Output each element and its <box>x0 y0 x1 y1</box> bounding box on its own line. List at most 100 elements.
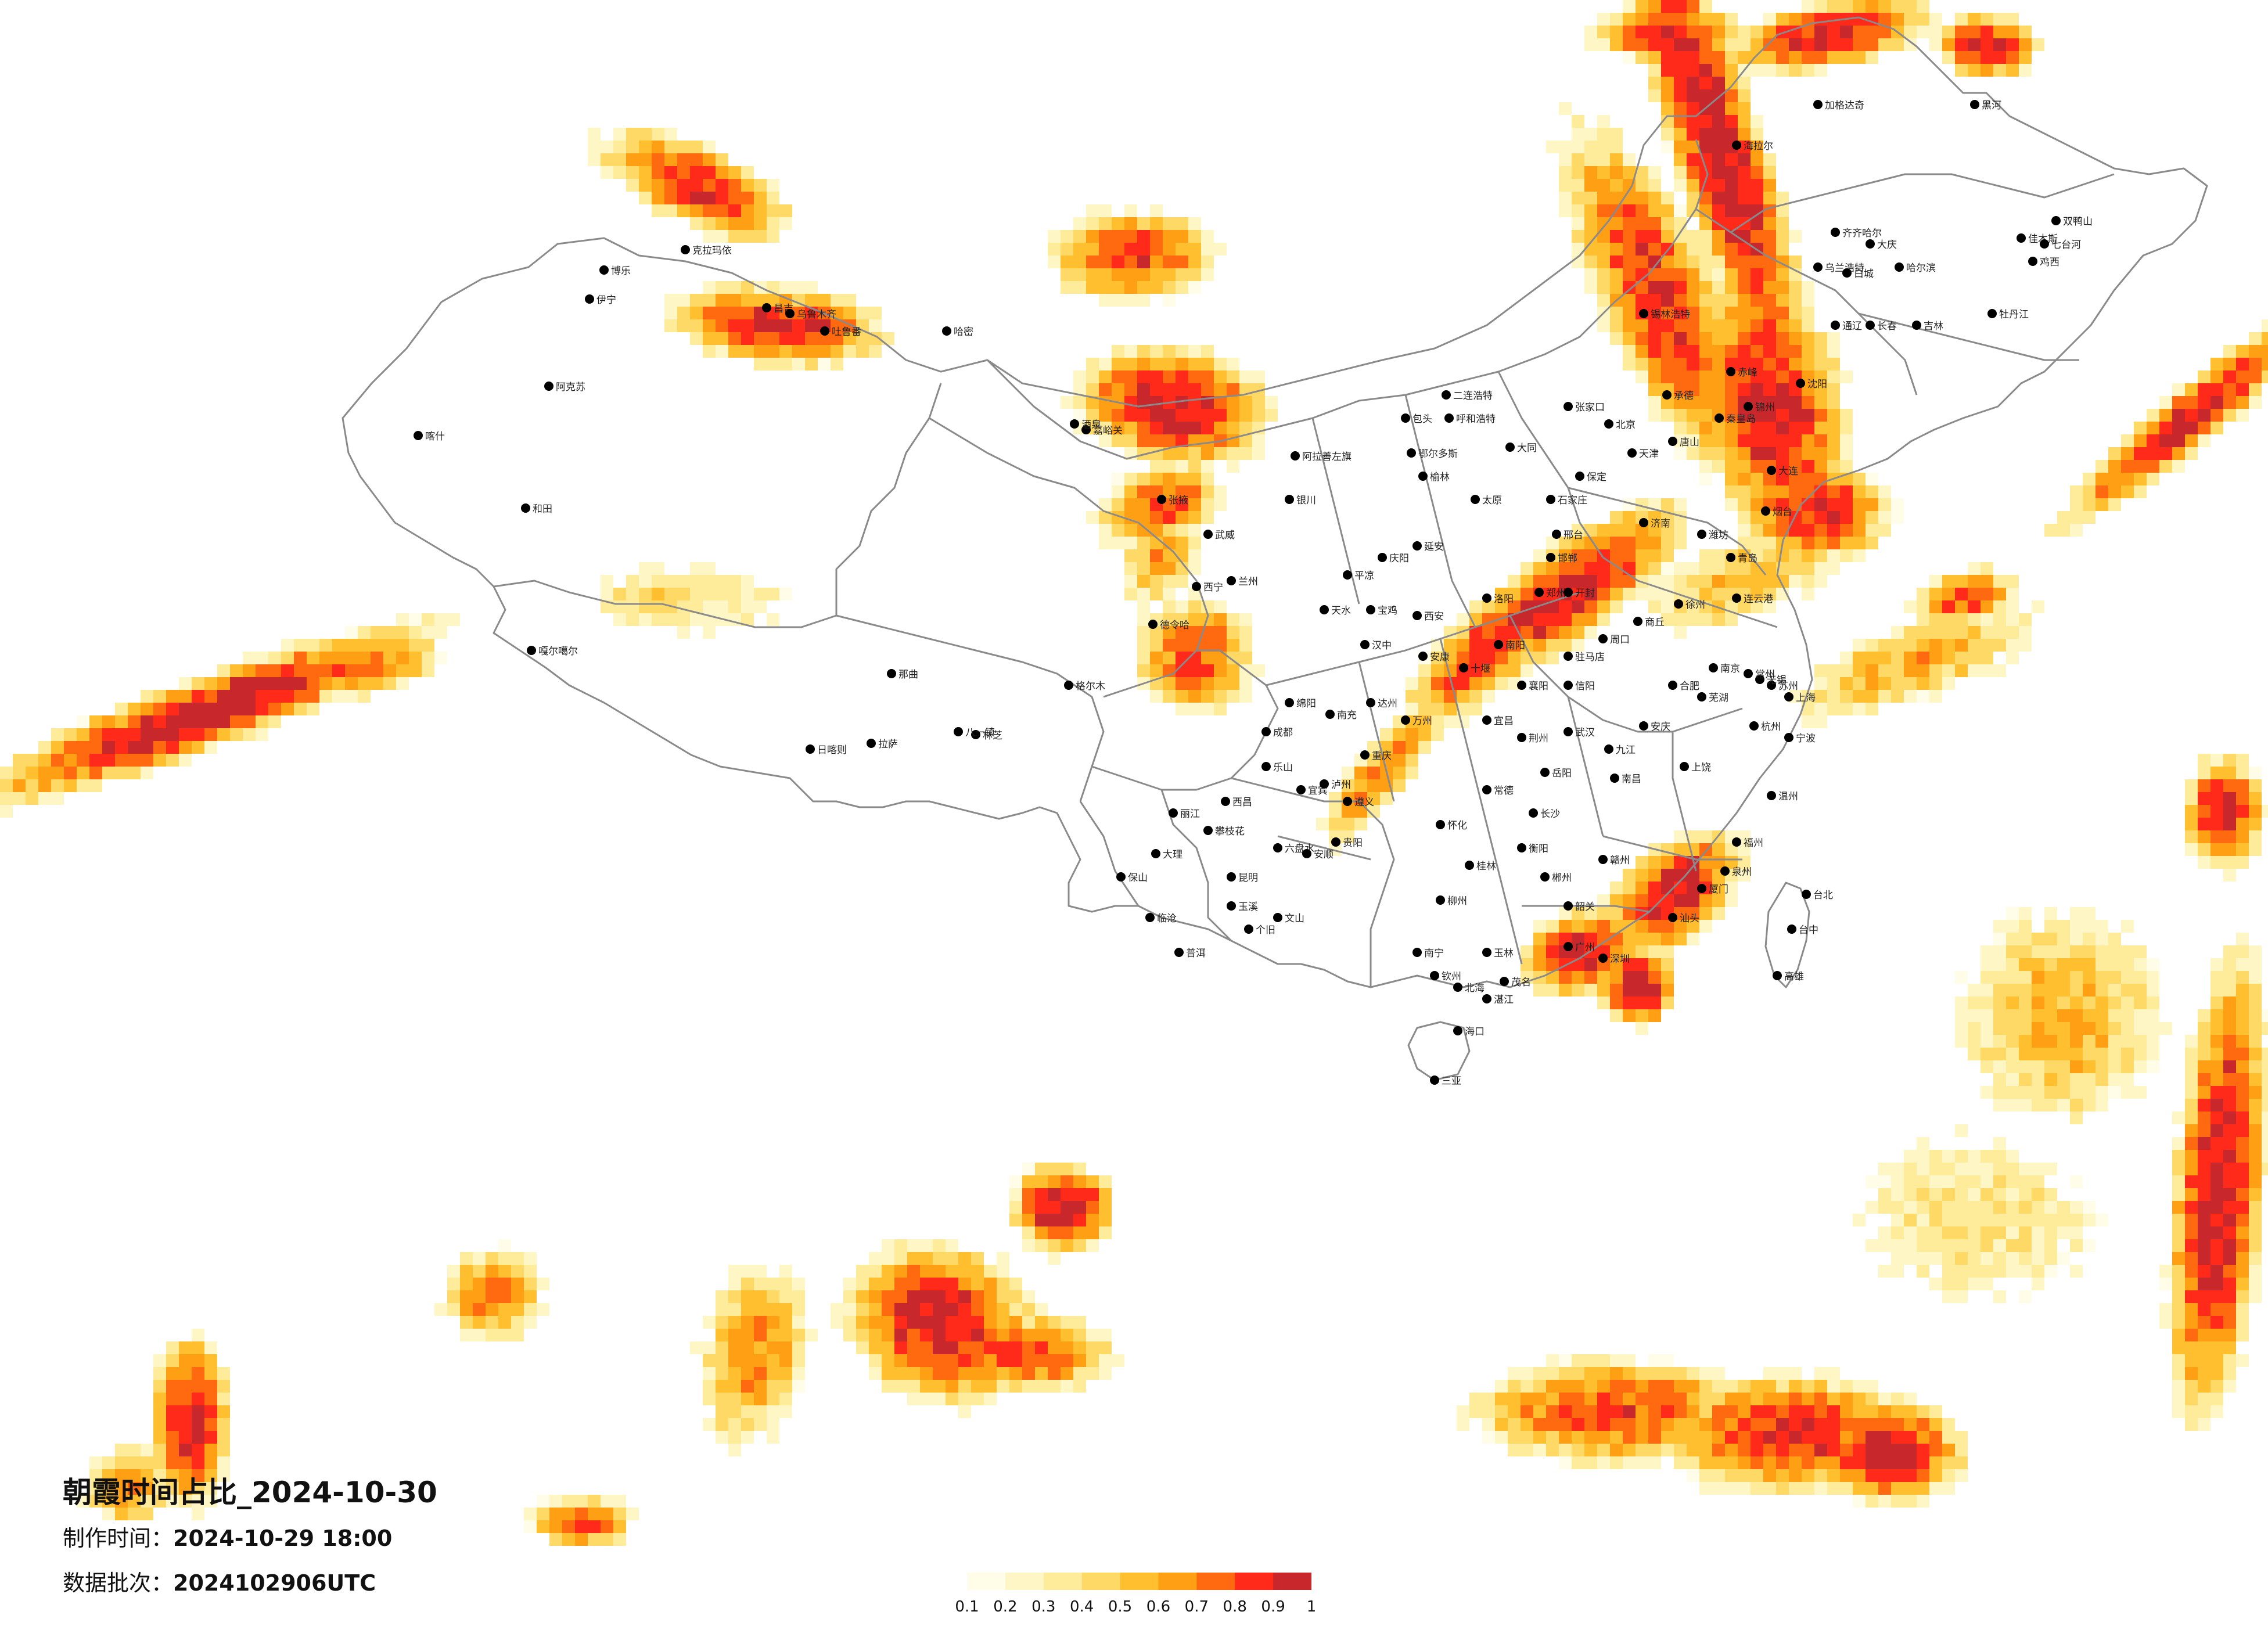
heat-cell <box>1508 1405 1521 1418</box>
heat-cell <box>1751 1418 1763 1431</box>
heat-cell <box>626 153 639 166</box>
heat-cell <box>13 792 26 805</box>
heat-cell <box>1623 882 1636 894</box>
heat-cell <box>741 1367 754 1380</box>
heat-cell <box>1073 268 1086 281</box>
heat-cell <box>2198 1201 2211 1214</box>
heat-cell <box>1406 728 1418 741</box>
heat-cell <box>2198 767 2211 779</box>
heat-cell <box>1699 856 1712 869</box>
heat-cell <box>1712 549 1725 562</box>
heat-cell <box>2236 1316 2249 1329</box>
heat-cell <box>256 715 268 728</box>
heat-cell <box>511 1329 524 1341</box>
heat-cell <box>1597 1418 1610 1431</box>
heat-cell <box>1840 690 1853 703</box>
heat-cell <box>2211 1290 2223 1303</box>
heat-cell <box>2147 1048 2159 1060</box>
heat-cell <box>1789 575 1802 588</box>
heat-cell <box>204 1405 217 1418</box>
heat-cell <box>754 230 767 243</box>
heat-cell <box>1993 51 2006 64</box>
heat-cell <box>1610 945 1623 958</box>
heat-cell <box>703 294 716 307</box>
heat-cell <box>1827 409 1840 422</box>
heat-cell <box>1648 958 1661 971</box>
heat-cell <box>767 1290 779 1303</box>
heat-cell <box>2249 1163 2262 1175</box>
heat-cell <box>1981 639 1993 652</box>
heat-cell <box>1636 1418 1648 1431</box>
heat-cell <box>1699 153 1712 166</box>
heat-cell <box>1482 677 1495 690</box>
heat-cell <box>2236 1329 2249 1341</box>
heat-cell <box>779 1393 792 1405</box>
heat-cell <box>1866 1239 1878 1252</box>
heat-cell <box>2185 1239 2198 1252</box>
heat-cell <box>511 1290 524 1303</box>
heat-cell <box>1418 715 1431 728</box>
heat-cell <box>1981 13 1993 26</box>
heat-cell <box>741 192 754 204</box>
heat-cell <box>779 1278 792 1290</box>
heat-cell <box>1763 319 1776 332</box>
heat-cell <box>1929 38 1942 51</box>
heat-cell <box>1636 38 1648 51</box>
city-marker <box>2017 233 2026 243</box>
heat-cell <box>1418 677 1431 690</box>
heat-cell <box>1636 0 1648 13</box>
heat-cell <box>1904 626 1917 639</box>
heat-cell <box>2236 1150 2249 1163</box>
heat-cell <box>268 677 281 690</box>
city-label: 玉溪 <box>1238 901 1258 913</box>
heat-cell <box>652 562 664 575</box>
heat-cell <box>1929 639 1942 652</box>
heat-cell <box>1866 511 1878 524</box>
heat-cell <box>2121 971 2134 984</box>
heat-cell <box>2236 779 2249 792</box>
heat-cell <box>1610 179 1623 192</box>
heat-cell <box>2070 1099 2083 1111</box>
heat-cell <box>2159 434 2172 447</box>
heat-cell <box>703 307 716 319</box>
heat-cell <box>2147 1035 2159 1048</box>
heat-cell <box>204 1495 217 1508</box>
heat-cell <box>1214 677 1227 690</box>
heat-cell <box>1968 26 1981 38</box>
heat-cell <box>1661 894 1674 907</box>
heat-cell <box>358 664 371 677</box>
heat-cell <box>1802 447 1814 460</box>
heat-cell <box>1099 268 1112 281</box>
heat-cell <box>1827 1469 1840 1482</box>
heat-cell <box>1802 549 1814 562</box>
heat-cell <box>626 141 639 153</box>
heat-cell <box>1597 115 1610 128</box>
heat-cell <box>1738 869 1751 882</box>
heat-cell <box>1623 38 1636 51</box>
heat-cell <box>1981 613 1993 626</box>
heat-cell <box>1367 805 1380 818</box>
heat-cell <box>1252 409 1265 422</box>
heat-cell <box>1610 332 1623 345</box>
heat-cell <box>1776 370 1789 383</box>
heat-cell <box>1981 984 1993 997</box>
heat-cell <box>537 1278 549 1290</box>
city-marker <box>1482 785 1491 794</box>
heat-cell <box>1188 396 1201 409</box>
heat-cell <box>1904 1405 1917 1418</box>
heat-cell <box>1610 588 1623 600</box>
heat-cell <box>1623 256 1636 268</box>
heat-cell <box>690 204 703 217</box>
heat-cell <box>1763 1456 1776 1469</box>
heat-cell <box>1610 128 1623 141</box>
heat-cell <box>1776 51 1789 64</box>
city-label: 温州 <box>1778 791 1798 803</box>
heat-cell <box>281 664 294 677</box>
heat-cell <box>1699 51 1712 64</box>
heat-cell <box>1814 549 1827 562</box>
heat-cell <box>77 728 89 741</box>
heat-cell <box>1239 409 1252 422</box>
heat-cell <box>13 754 26 767</box>
heat-cell <box>2211 1035 2223 1048</box>
heat-cell <box>1738 89 1751 102</box>
